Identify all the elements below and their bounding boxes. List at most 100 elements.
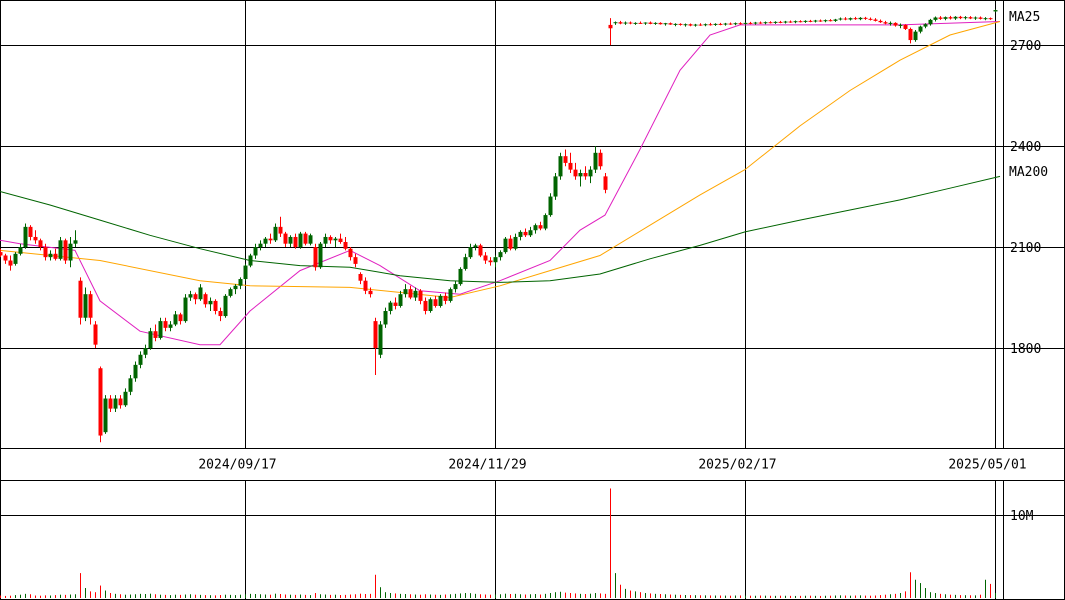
candle-body	[778, 21, 783, 23]
candle-body	[198, 287, 203, 300]
candle-body	[318, 243, 323, 268]
x-tick-label: 2024/09/17	[198, 458, 276, 473]
candle-body	[893, 22, 898, 26]
x-tick-label: 2025/05/01	[948, 458, 1026, 473]
volume-bar	[50, 595, 51, 598]
volume-bar	[695, 595, 696, 598]
volume-bar	[25, 593, 26, 598]
volume-bar	[125, 594, 126, 598]
candle-body	[363, 280, 368, 291]
volume-bar	[370, 593, 371, 598]
volume-bar	[540, 594, 541, 598]
candle-body	[33, 236, 38, 241]
candle-body	[933, 17, 938, 20]
candle-body	[278, 226, 283, 234]
volume-bar	[495, 594, 496, 598]
candle-body	[163, 321, 168, 328]
candle-body	[418, 290, 423, 301]
volume-bar	[550, 593, 551, 598]
candle-body	[768, 22, 773, 24]
candle-body	[478, 245, 483, 256]
candle-body	[473, 245, 478, 248]
candle-body	[683, 24, 688, 26]
volume-bar	[135, 594, 136, 598]
volume-bar	[705, 595, 706, 598]
volume-bar	[515, 593, 516, 598]
candle-body	[438, 295, 443, 306]
candle-body	[233, 285, 238, 290]
candle-body	[578, 173, 583, 177]
volume-bar	[470, 593, 471, 598]
candle-body	[368, 290, 373, 295]
candle-body	[388, 302, 393, 312]
candle-body	[968, 17, 973, 19]
candle-body	[108, 398, 113, 409]
volume-tick-label: 10M	[1010, 509, 1034, 524]
volume-bar	[140, 593, 141, 598]
volume-bar	[310, 595, 311, 598]
candle-body	[183, 297, 188, 322]
volume-bar	[275, 593, 276, 598]
candle-body	[878, 20, 883, 23]
volume-bar	[980, 594, 981, 598]
candle-body	[648, 22, 653, 24]
volume-bar	[780, 595, 781, 598]
candle-body	[613, 22, 618, 24]
volume-bar	[525, 594, 526, 598]
candle-body	[503, 238, 508, 253]
candle-body	[393, 302, 398, 306]
volume-bar	[715, 595, 716, 598]
volume-bar	[730, 595, 731, 598]
volume-bar	[20, 594, 21, 598]
candle-body	[983, 18, 988, 20]
volume-bar	[415, 594, 416, 598]
volume-bar	[180, 594, 181, 598]
volume-bar	[870, 595, 871, 598]
candle-body	[313, 247, 318, 268]
moving-average	[0, 21, 1001, 299]
volume-bar	[595, 593, 596, 598]
moving-average	[0, 175, 1001, 283]
candle-body	[618, 22, 623, 24]
candle-body	[153, 331, 158, 338]
candle-body	[823, 20, 828, 22]
candle-body	[793, 21, 798, 23]
candle-body	[898, 24, 903, 26]
volume-bar	[905, 591, 906, 598]
volume-bar	[235, 595, 236, 598]
candle-body	[913, 31, 918, 41]
volume-bar	[280, 594, 281, 598]
volume-bar	[865, 595, 866, 598]
candle-body	[853, 18, 858, 20]
volume-bar	[735, 595, 736, 598]
volume-bar	[820, 595, 821, 598]
candle-body	[668, 23, 673, 25]
volume-bar	[345, 594, 346, 598]
candle-body	[888, 22, 893, 24]
volume-bar	[190, 594, 191, 598]
candle-body	[528, 230, 533, 236]
volume-bar	[605, 593, 606, 598]
volume-bar	[365, 594, 366, 598]
candle-body	[628, 22, 633, 24]
volume-bar	[150, 593, 151, 598]
volume-bar	[700, 595, 701, 598]
volume-bar	[900, 593, 901, 598]
candle-body	[358, 273, 363, 281]
volume-bar	[225, 594, 226, 598]
candle-body	[338, 238, 343, 243]
volume-bar	[795, 595, 796, 598]
candle-body	[918, 26, 923, 32]
volume-bar	[830, 595, 831, 598]
candle-body	[953, 16, 958, 19]
volume-bar	[825, 595, 826, 598]
volume-bar	[400, 593, 401, 598]
candle-body	[248, 255, 253, 266]
volume-bar	[815, 595, 816, 598]
volume-bar	[890, 594, 891, 598]
volume-bar	[240, 594, 241, 598]
candle-body	[523, 231, 528, 236]
volume-bar	[535, 594, 536, 598]
volume-bar	[755, 595, 756, 598]
